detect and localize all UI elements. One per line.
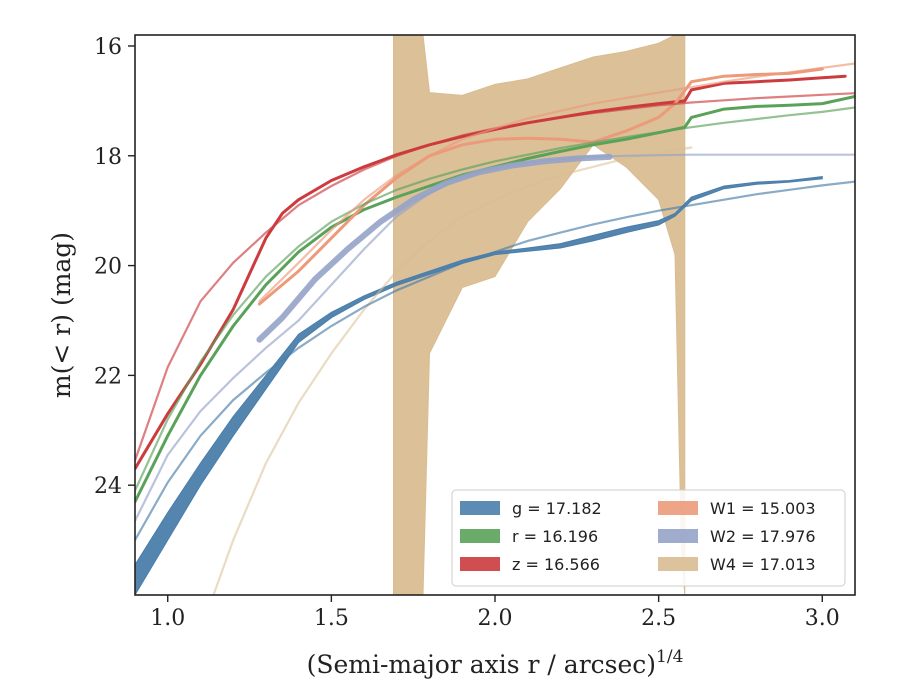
legend-swatch-w1 bbox=[658, 501, 698, 515]
legend-label-z: z = 16.566 bbox=[512, 555, 600, 574]
legend-swatch-g bbox=[460, 501, 500, 515]
y-tick-label: 22 bbox=[94, 364, 122, 389]
series-g-data-band bbox=[135, 176, 823, 595]
plot-area bbox=[135, 35, 855, 595]
x-tick-label: 3.0 bbox=[805, 606, 840, 631]
legend: g = 17.182 r = 16.196 z = 16.566 W1 = 15.00… bbox=[451, 489, 846, 587]
x-tick-label: 2.5 bbox=[641, 606, 676, 631]
x-tick-label: 2.0 bbox=[478, 606, 513, 631]
legend-label-g: g = 17.182 bbox=[512, 499, 602, 518]
x-axis-label-exponent: 1/4 bbox=[656, 647, 683, 667]
legend-swatch-w4 bbox=[658, 557, 698, 571]
series-r-model-line bbox=[135, 106, 855, 492]
axis-ticks: 1.0 1.5 2.0 2.5 3.0 16 18 20 22 24 bbox=[94, 35, 840, 631]
legend-label-w2: W2 = 17.976 bbox=[710, 527, 816, 546]
y-tick-label: 18 bbox=[94, 145, 122, 170]
x-axis-label: (Semi-major axis r / arcsec)1/4 bbox=[307, 647, 684, 679]
legend-swatch-r bbox=[460, 529, 500, 543]
series-r-data-line bbox=[135, 95, 855, 504]
y-axis-label: m(< r) (mag) bbox=[47, 232, 76, 398]
x-tick-label: 1.0 bbox=[150, 606, 185, 631]
legend-box bbox=[451, 489, 846, 587]
y-tick-label: 24 bbox=[94, 474, 122, 499]
legend-swatch-w2 bbox=[658, 529, 698, 543]
series-w2-model-line bbox=[135, 153, 855, 522]
legend-label-w4: W4 = 17.013 bbox=[710, 555, 816, 574]
y-tick-label: 16 bbox=[94, 35, 122, 60]
y-tick-label: 20 bbox=[94, 255, 122, 280]
legend-swatch-z bbox=[460, 557, 500, 571]
legend-label-w1: W1 = 15.003 bbox=[710, 499, 816, 518]
legend-label-r: r = 16.196 bbox=[512, 527, 598, 546]
series-g-model-line bbox=[135, 180, 855, 542]
series-w1-model-line bbox=[258, 62, 855, 303]
series-w4-model-line bbox=[212, 146, 693, 595]
x-tick-label: 1.5 bbox=[314, 606, 349, 631]
